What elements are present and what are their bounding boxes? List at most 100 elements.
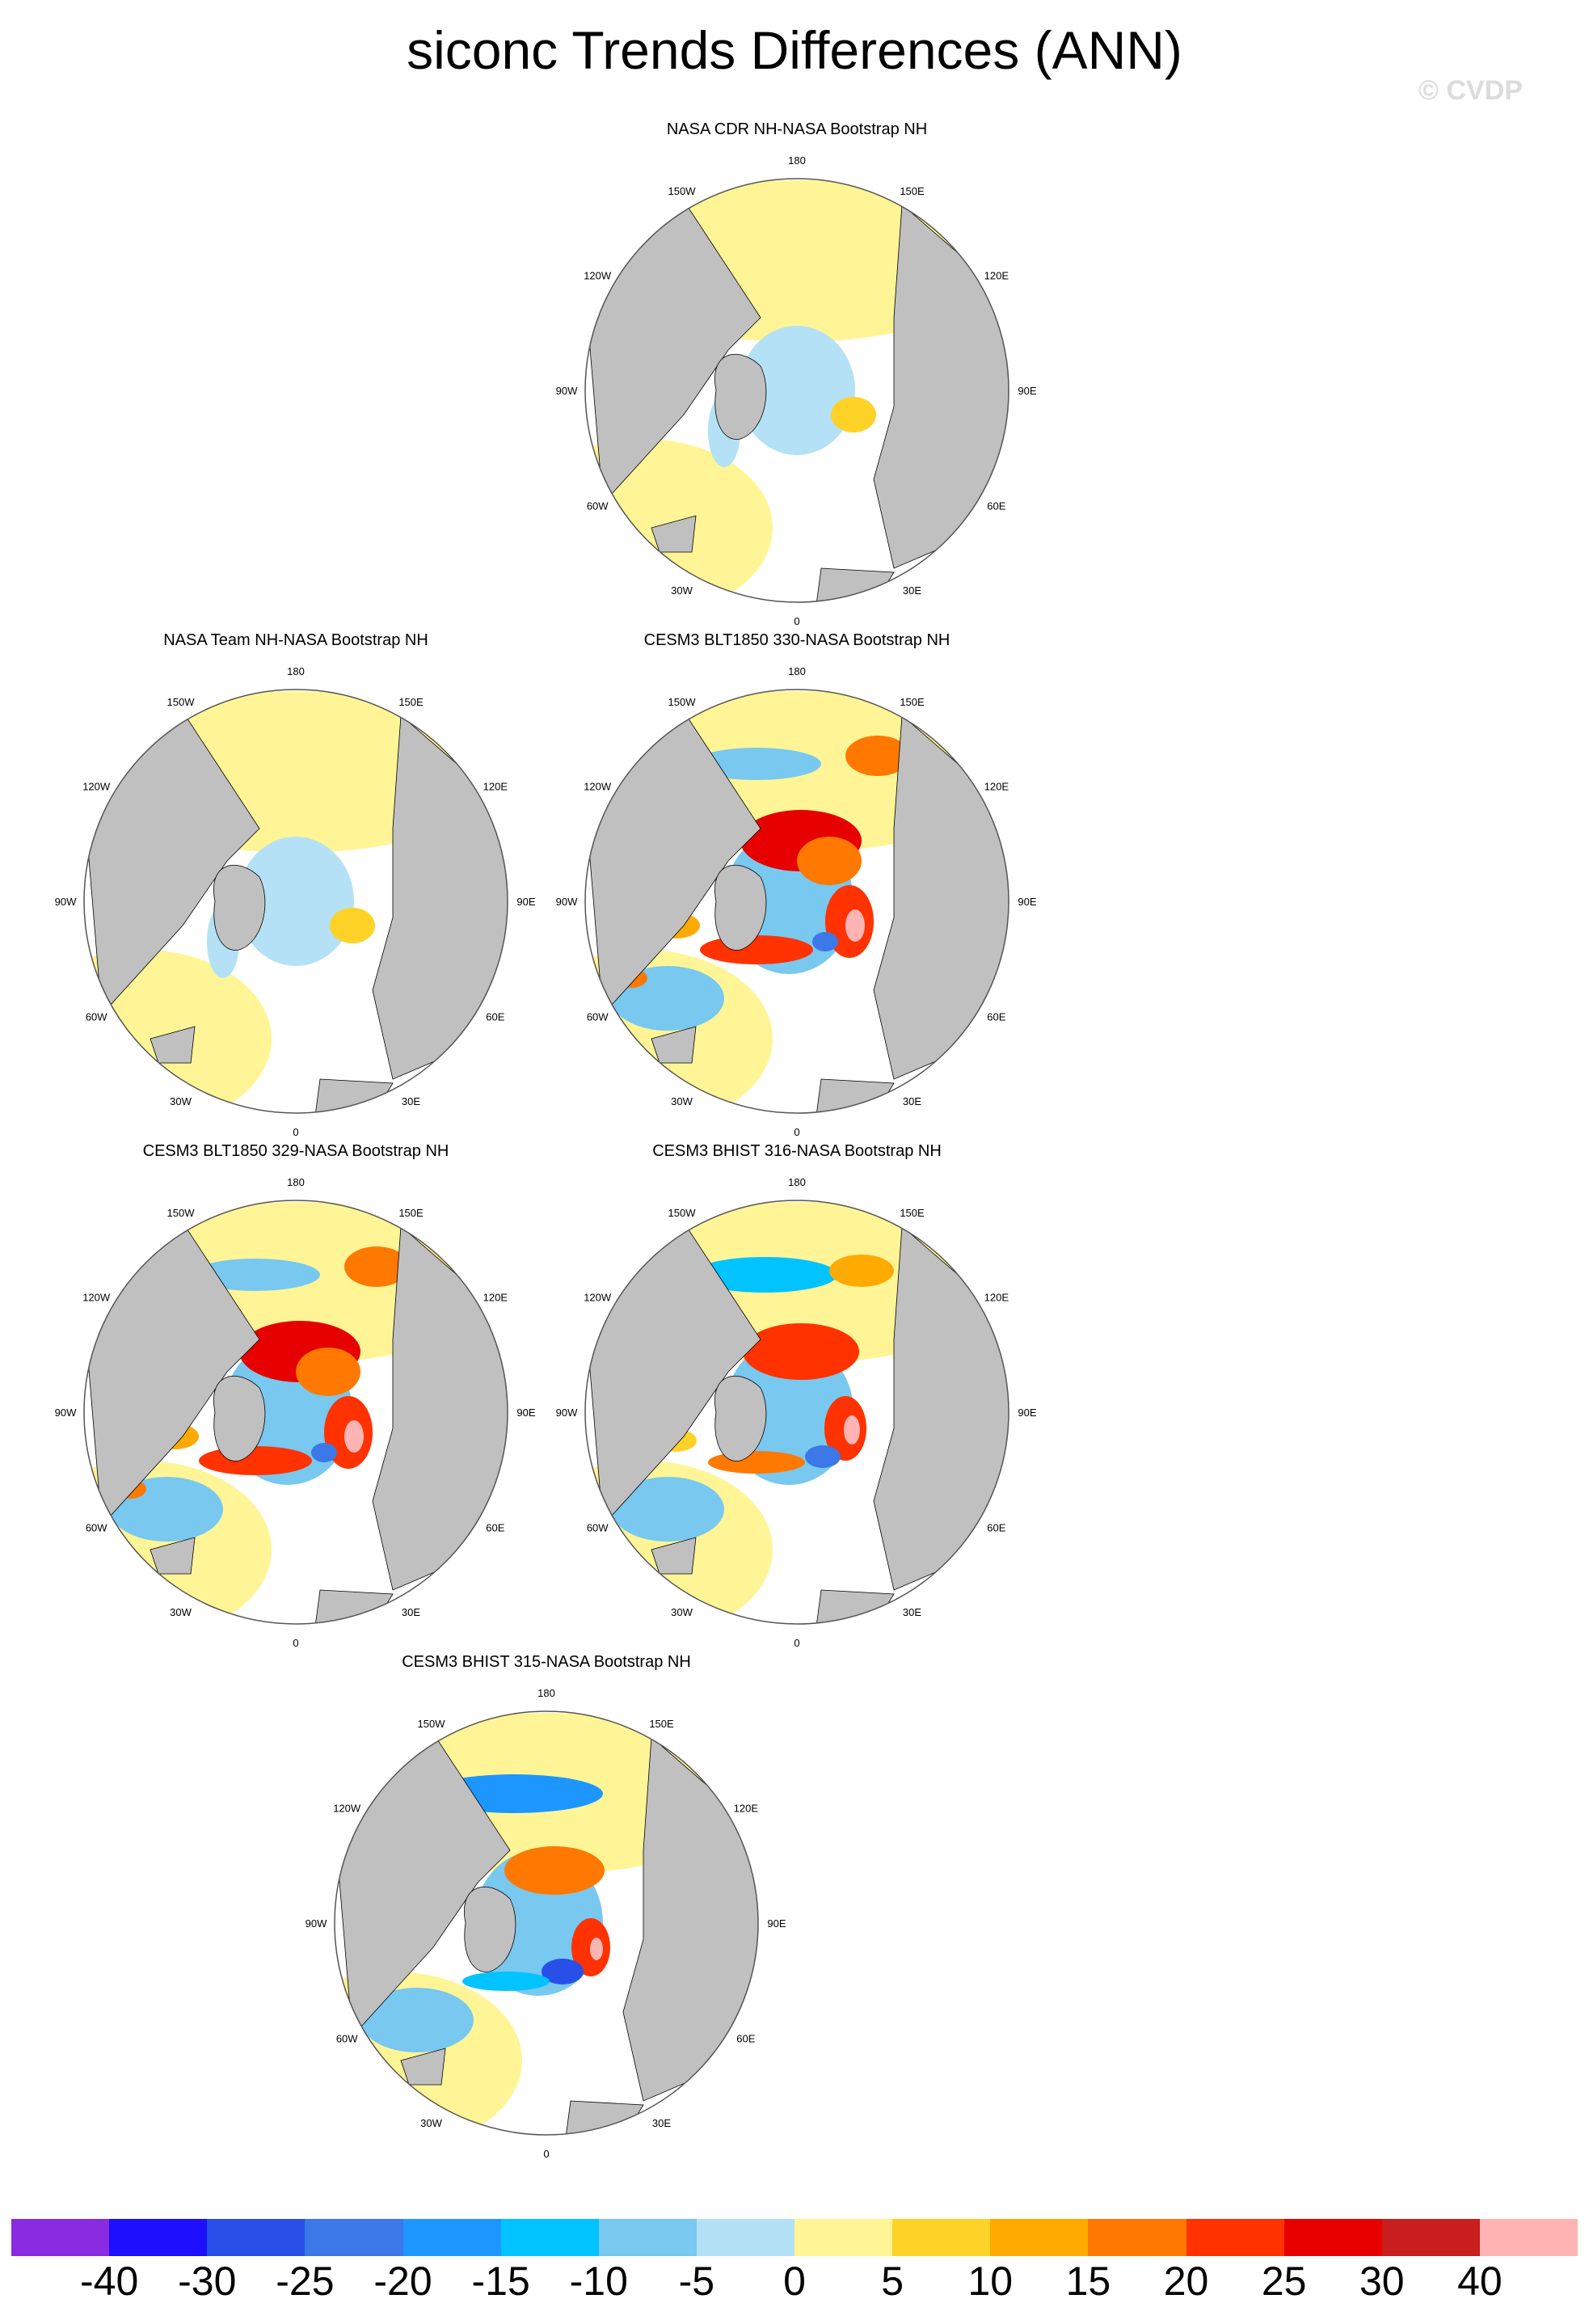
colorbar-box <box>1479 2219 1578 2256</box>
land-mass <box>651 515 697 553</box>
longitude-label: 150W <box>668 185 697 197</box>
longitude-label: 120W <box>584 1292 612 1304</box>
longitude-label: 180 <box>287 665 305 677</box>
colorbar-box <box>305 2219 403 2256</box>
land-mass <box>213 865 266 951</box>
longitude-label: 90E <box>1018 1407 1036 1419</box>
colorbar-label: -25 <box>276 2259 335 2304</box>
longitude-label: 60E <box>987 500 1005 512</box>
longitude-label: 30W <box>170 1606 192 1618</box>
trend-region <box>797 837 862 885</box>
land-mass <box>311 1589 394 1624</box>
map-boundary <box>584 178 1009 603</box>
longitude-label: 30W <box>420 2117 442 2129</box>
longitude-label: 120W <box>584 781 612 793</box>
trend-region <box>743 1323 859 1380</box>
map-panel: CESM3 BHIST 315-NASA Bootstrap NH 180 150E… <box>296 1652 797 2160</box>
trend-region <box>344 1420 364 1453</box>
colorbar-box <box>500 2219 599 2256</box>
colorbar-label: 15 <box>1065 2259 1111 2304</box>
trend-region <box>845 909 865 942</box>
map-panel: NASA Team NH-NASA Bootstrap NH 180 150E 120… <box>45 631 546 1138</box>
longitude-label: 30W <box>170 1095 192 1107</box>
trend-region <box>504 1846 605 1895</box>
trend-region <box>700 935 813 964</box>
colorbar-box <box>403 2219 501 2256</box>
colorbar-label: 5 <box>881 2259 904 2304</box>
longitude-label: 60W <box>587 1522 609 1534</box>
longitude-label: 90W <box>556 896 578 908</box>
longitude-label: 0 <box>794 1637 799 1649</box>
longitude-label: 180 <box>788 1176 806 1188</box>
trend-region <box>831 397 876 432</box>
longitude-label: 90W <box>556 385 578 397</box>
longitude-label: 90W <box>306 1917 327 1930</box>
panel-title: CESM3 BLT1850 329-NASA Bootstrap NH <box>142 1142 449 1160</box>
map-boundary <box>334 1710 759 2136</box>
land-mass <box>311 1078 394 1113</box>
trend-region <box>311 1443 337 1462</box>
longitude-label: 120E <box>984 270 1009 282</box>
land-mass <box>150 1026 196 1064</box>
trend-region <box>542 1959 584 1984</box>
land-mass <box>150 1537 196 1575</box>
panel-title: CESM3 BHIST 316-NASA Bootstrap NH <box>652 1142 942 1160</box>
longitude-label: 60W <box>86 1522 107 1534</box>
colorbar-box <box>207 2219 306 2256</box>
land-mass <box>651 1537 697 1575</box>
map-boundary <box>83 689 508 1114</box>
longitude-label: 90W <box>55 896 77 908</box>
colorbar-label: -20 <box>373 2259 432 2304</box>
longitude-label: 90E <box>1018 896 1036 908</box>
longitude-label: 150E <box>398 1207 424 1219</box>
longitude-label: 60E <box>486 1522 504 1534</box>
longitude-label: 30W <box>671 1095 693 1107</box>
land-mass <box>812 1078 895 1113</box>
land-mass <box>714 865 767 951</box>
land-mass <box>213 1376 266 1461</box>
longitude-label: 180 <box>788 665 806 677</box>
longitude-label: 30W <box>671 1606 693 1618</box>
trend-region <box>199 1446 312 1475</box>
colorbar-box <box>598 2219 697 2256</box>
trend-region <box>845 736 910 776</box>
polar-map: 180 150E 120E 90E 60E 30E 0 30W 60W 90W 120W 150W <box>556 665 1037 1138</box>
land-mass <box>714 354 767 440</box>
map-boundary <box>83 1200 508 1625</box>
map-boundary <box>584 689 1009 1114</box>
trend-region <box>739 326 855 455</box>
colorbar-box <box>990 2219 1089 2256</box>
trend-region <box>238 837 354 966</box>
panel-title: CESM3 BHIST 315-NASA Bootstrap NH <box>402 1653 691 1671</box>
trend-region <box>360 1988 474 2052</box>
trend-region <box>191 1259 320 1291</box>
longitude-label: 180 <box>788 154 806 167</box>
colorbar-box <box>1283 2219 1382 2256</box>
longitude-label: 60W <box>587 500 609 512</box>
colorbar-labels: -40 -30 -25 -20 -15 -10 -5 0 5 10 15 20 25 30 40 <box>0 2255 1589 2312</box>
longitude-label: 120E <box>984 1292 1009 1304</box>
figure-title: siconc Trends Differences (ANN) <box>407 20 1182 80</box>
map-panel: CESM3 BHIST 316-NASA Bootstrap NH 180 150E… <box>546 1141 1047 1649</box>
panel-title: NASA CDR NH-NASA Bootstrap NH <box>666 120 928 138</box>
longitude-label: 0 <box>543 2148 549 2160</box>
trend-region <box>708 1451 805 1474</box>
land-mass <box>812 1589 895 1624</box>
colorbar-box <box>1186 2219 1284 2256</box>
longitude-label: 120W <box>82 1292 111 1304</box>
longitude-label: 150W <box>668 696 697 708</box>
longitude-label: 90E <box>1018 385 1036 397</box>
longitude-label: 90W <box>55 1407 77 1419</box>
longitude-label: 120E <box>483 1292 508 1304</box>
colorbar-label: -30 <box>178 2259 237 2304</box>
colorbar <box>11 2219 1578 2256</box>
longitude-label: 120E <box>734 1803 759 1815</box>
longitude-label: 0 <box>293 1126 298 1138</box>
longitude-label: 30E <box>903 584 921 597</box>
polar-map: 180 150E 120E 90E 60E 30E 0 30W 60W 90W 120W 150W <box>306 1687 786 2160</box>
longitude-label: 150W <box>418 1718 446 1730</box>
colorbar-label: 10 <box>967 2259 1014 2304</box>
polar-map: 180 150E 120E 90E 60E 30E 0 30W 60W 90W 120W 150W <box>55 1176 536 1649</box>
polar-map: 180 150E 120E 90E 60E 30E 0 30W 60W 90W 120W 150W <box>556 154 1037 627</box>
longitude-label: 30E <box>903 1095 921 1107</box>
